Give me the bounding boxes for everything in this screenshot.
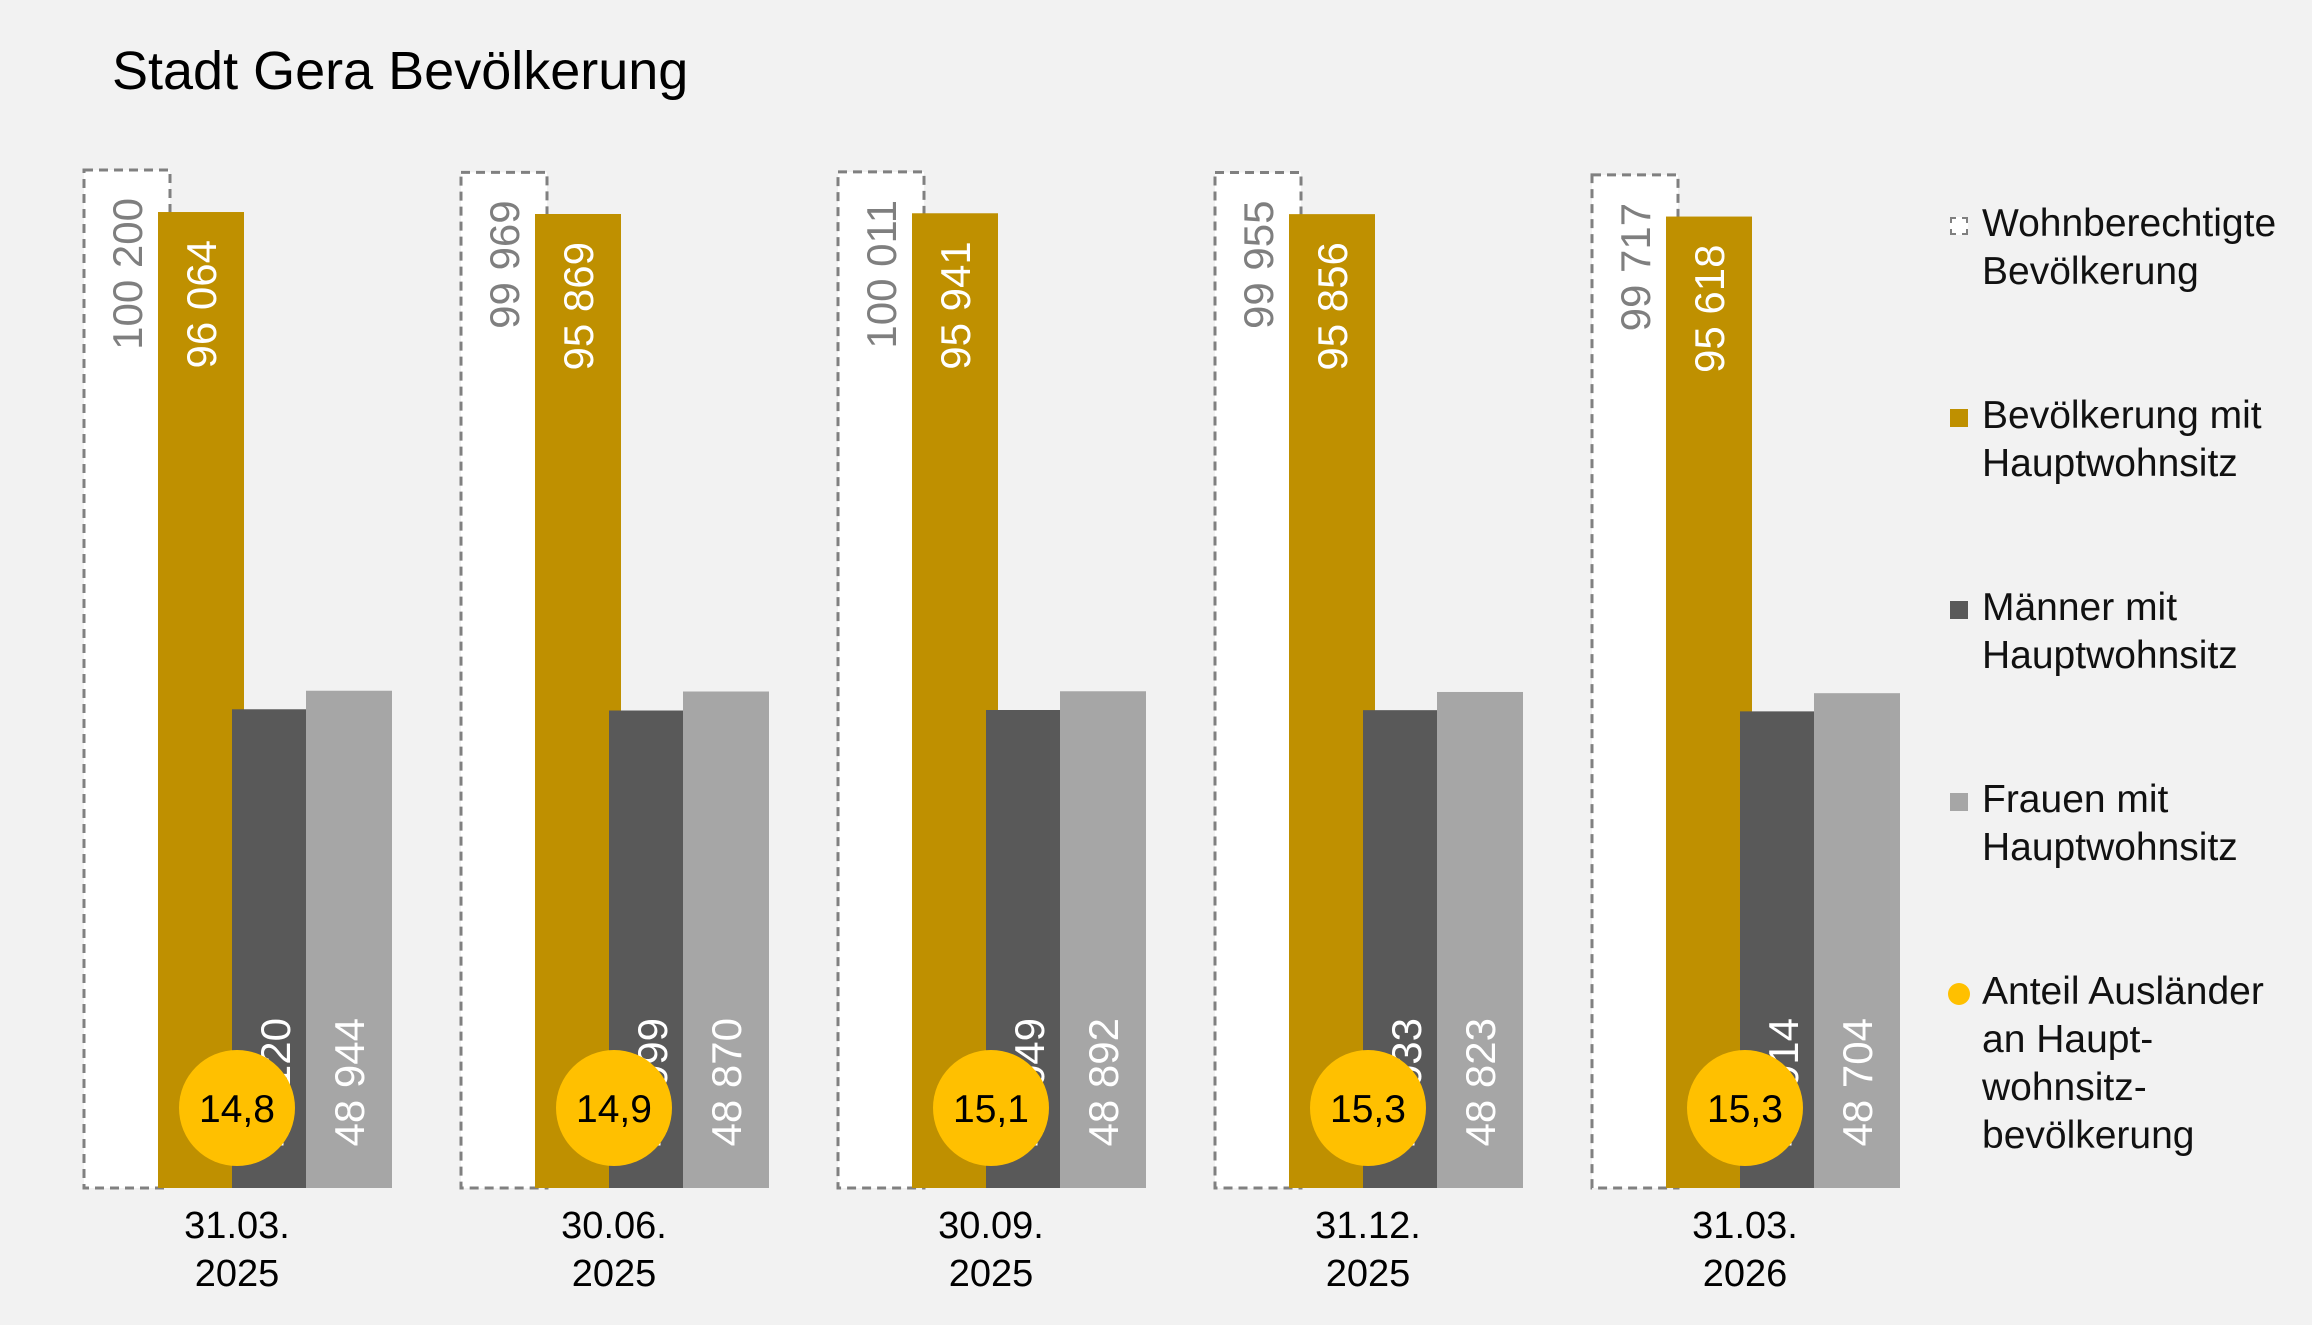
legend-swatch-maenner: [1950, 601, 1968, 619]
chart-title: Stadt Gera Bevölkerung: [112, 41, 689, 101]
value-label-hauptwohnsitz-5: 95 618: [1686, 245, 1733, 373]
value-label-hauptwohnsitz-2: 95 869: [555, 242, 602, 370]
bar-hauptwohnsitz-1: [158, 212, 244, 1188]
bar-wohnberechtigte-5: [1590, 173, 1680, 1190]
value-label-frauen-5: 48 704: [1834, 1018, 1881, 1146]
value-label-frauen-2: 48 870: [703, 1018, 750, 1146]
marker-auslaender-4: [1310, 1050, 1426, 1166]
value-label-wohnberechtigte-3: 100 011: [858, 200, 905, 349]
value-label-hauptwohnsitz-1: 96 064: [178, 240, 225, 368]
category-label-5-line-2: 2026: [1703, 1253, 1788, 1295]
category-label-3-line-2: 2025: [949, 1253, 1034, 1295]
category-label-4-line-1: 31.12.: [1315, 1205, 1421, 1247]
value-label-wohnberechtigte-5: 99 717: [1612, 203, 1659, 331]
marker-auslaender-2: [556, 1050, 672, 1166]
value-label-hauptwohnsitz-4: 95 856: [1309, 242, 1356, 370]
bar-wohnberechtigte-3: [836, 170, 926, 1190]
bar-hauptwohnsitz-2: [535, 214, 621, 1188]
value-label-wohnberechtigte-4: 99 955: [1235, 200, 1282, 328]
legend-swatch-auslaender: [1948, 983, 1970, 1005]
value-label-wohnberechtigte-1: 100 200: [104, 198, 151, 350]
bar-frauen-2: [683, 691, 769, 1188]
bar-wohnberechtigte-2: [459, 170, 549, 1190]
bar-hauptwohnsitz-5: [1666, 216, 1752, 1189]
legend-label-maenner: Männer mit Hauptwohnsitz: [1982, 586, 2238, 677]
value-label-auslaender-5: 15,3: [1707, 1088, 1783, 1131]
bar-wohnberechtigte-1: [82, 168, 172, 1190]
category-label-5-line-1: 31.03.: [1692, 1205, 1798, 1247]
legend-label-wohnberechtigte: Wohnberechtigte Bevölkerung: [1982, 202, 2277, 293]
legend-label-auslaender: Anteil Ausländer an Haupt- wohnsitz- bev…: [1982, 970, 2264, 1157]
legend-label-frauen: Frauen mit Hauptwohnsitz: [1982, 778, 2238, 869]
value-label-auslaender-4: 15,3: [1330, 1088, 1406, 1131]
legend-swatch-wohnberechtigte: [1950, 217, 1968, 235]
category-label-4-line-2: 2025: [1326, 1253, 1411, 1295]
category-label-1-line-1: 31.03.: [184, 1205, 290, 1247]
marker-auslaender-1: [179, 1050, 295, 1166]
value-label-auslaender-2: 14,9: [576, 1088, 652, 1131]
bar-frauen-5: [1814, 693, 1900, 1188]
legend-label-hauptwohnsitz: Bevölkerung mit Hauptwohnsitz: [1982, 394, 2262, 485]
bar-hauptwohnsitz-3: [912, 213, 998, 1188]
category-label-2-line-2: 2025: [572, 1253, 657, 1295]
value-label-wohnberechtigte-2: 99 969: [481, 200, 528, 328]
bar-frauen-4: [1437, 691, 1523, 1188]
marker-auslaender-3: [933, 1050, 1049, 1166]
bar-frauen-1: [306, 690, 392, 1188]
bar-frauen-3: [1060, 691, 1146, 1188]
legend-swatch-hauptwohnsitz: [1950, 409, 1968, 427]
value-label-auslaender-3: 15,1: [953, 1088, 1029, 1131]
category-label-1-line-2: 2025: [195, 1253, 280, 1295]
value-label-frauen-4: 48 823: [1457, 1018, 1504, 1146]
legend-swatch-frauen: [1950, 793, 1968, 811]
category-label-2-line-1: 30.06.: [561, 1205, 667, 1247]
value-label-frauen-1: 48 944: [326, 1018, 373, 1146]
category-label-3-line-1: 30.09.: [938, 1205, 1044, 1247]
value-label-hauptwohnsitz-3: 95 941: [932, 241, 979, 369]
bar-wohnberechtigte-4: [1213, 170, 1303, 1190]
value-label-frauen-3: 48 892: [1080, 1018, 1127, 1146]
value-label-auslaender-1: 14,8: [199, 1088, 275, 1131]
bar-hauptwohnsitz-4: [1289, 214, 1375, 1188]
marker-auslaender-5: [1687, 1050, 1803, 1166]
